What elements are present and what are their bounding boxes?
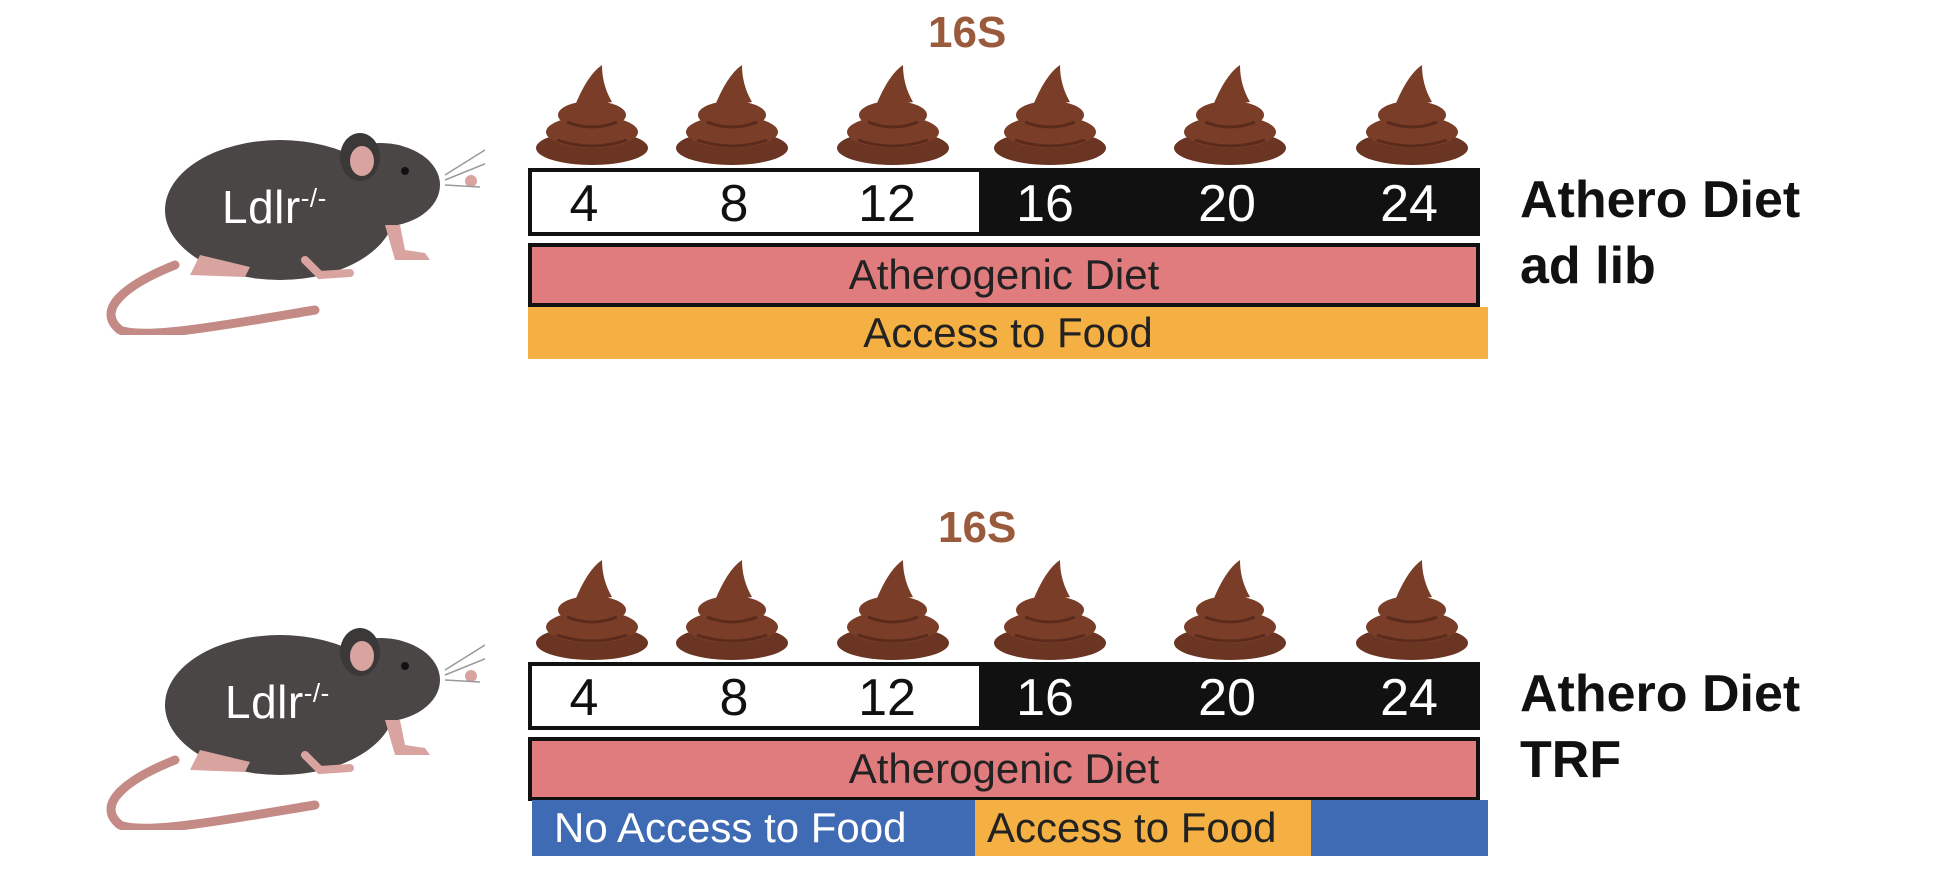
stool-icon bbox=[833, 555, 953, 660]
time-tick: 20 bbox=[1198, 669, 1256, 727]
no-access-to-food-segment: No Access to Food bbox=[532, 800, 975, 856]
time-tick: 8 bbox=[719, 175, 749, 233]
time-tick: 16 bbox=[1016, 669, 1074, 727]
feeding-schedule-bar: No Access to Food Access to Food bbox=[532, 800, 1488, 856]
time-tick: 24 bbox=[1380, 175, 1438, 233]
time-tick: 4 bbox=[569, 175, 599, 233]
time-tick: 12 bbox=[858, 175, 916, 233]
stool-icon bbox=[532, 60, 652, 165]
panel-ad-lib: Ldlr-/- 16S 4 8 12 16 20 24 Atherogenic … bbox=[105, 8, 1801, 359]
stool-icon bbox=[1170, 60, 1290, 165]
stool-icon bbox=[672, 60, 792, 165]
time-tick: 12 bbox=[858, 669, 916, 727]
no-access-to-food-segment bbox=[1311, 800, 1488, 856]
sample-16s-label: 16S bbox=[938, 503, 1017, 552]
stool-icon bbox=[1352, 60, 1472, 165]
time-of-day-bar: 4 8 12 16 20 24 bbox=[528, 662, 1480, 730]
stool-icon bbox=[1170, 555, 1290, 660]
access-to-food-segment: Access to Food bbox=[975, 800, 1311, 856]
mouse-genotype-label: Ldlr-/- bbox=[222, 181, 327, 233]
time-tick: 16 bbox=[1016, 175, 1074, 233]
sample-16s-label: 16S bbox=[928, 8, 1007, 57]
mouse-icon: Ldlr-/- bbox=[105, 125, 488, 338]
time-tick: 24 bbox=[1380, 669, 1438, 727]
stool-icon bbox=[990, 555, 1110, 660]
time-of-day-bar: 4 8 12 16 20 24 bbox=[528, 168, 1480, 236]
access-to-food-bar: Access to Food bbox=[528, 307, 1488, 359]
group-title: Athero Diet ad lib bbox=[1520, 171, 1801, 295]
light-phase: 4 8 12 bbox=[532, 666, 979, 727]
atherogenic-diet-bar: Atherogenic Diet bbox=[528, 243, 1480, 307]
panel-trf: Ldlr-/- 16S 4 8 12 16 20 24 Atherogenic … bbox=[106, 503, 1800, 856]
time-tick: 8 bbox=[719, 669, 749, 727]
dark-phase: 16 20 24 bbox=[979, 666, 1476, 727]
stool-icon bbox=[672, 555, 792, 660]
stool-icon bbox=[990, 60, 1110, 165]
light-phase: 4 8 12 bbox=[532, 172, 979, 233]
mouse-icon: Ldlr-/- bbox=[105, 620, 488, 833]
atherogenic-diet-bar: Atherogenic Diet bbox=[528, 737, 1480, 801]
dark-phase: 16 20 24 bbox=[979, 172, 1476, 233]
group-title: Athero Diet TRF bbox=[1520, 665, 1801, 789]
stool-icon bbox=[532, 555, 652, 660]
stool-icon bbox=[1352, 555, 1472, 660]
time-tick: 20 bbox=[1198, 175, 1256, 233]
mouse-genotype-label: Ldlr-/- bbox=[225, 676, 330, 728]
time-tick: 4 bbox=[569, 669, 599, 727]
stool-icon bbox=[833, 60, 953, 165]
